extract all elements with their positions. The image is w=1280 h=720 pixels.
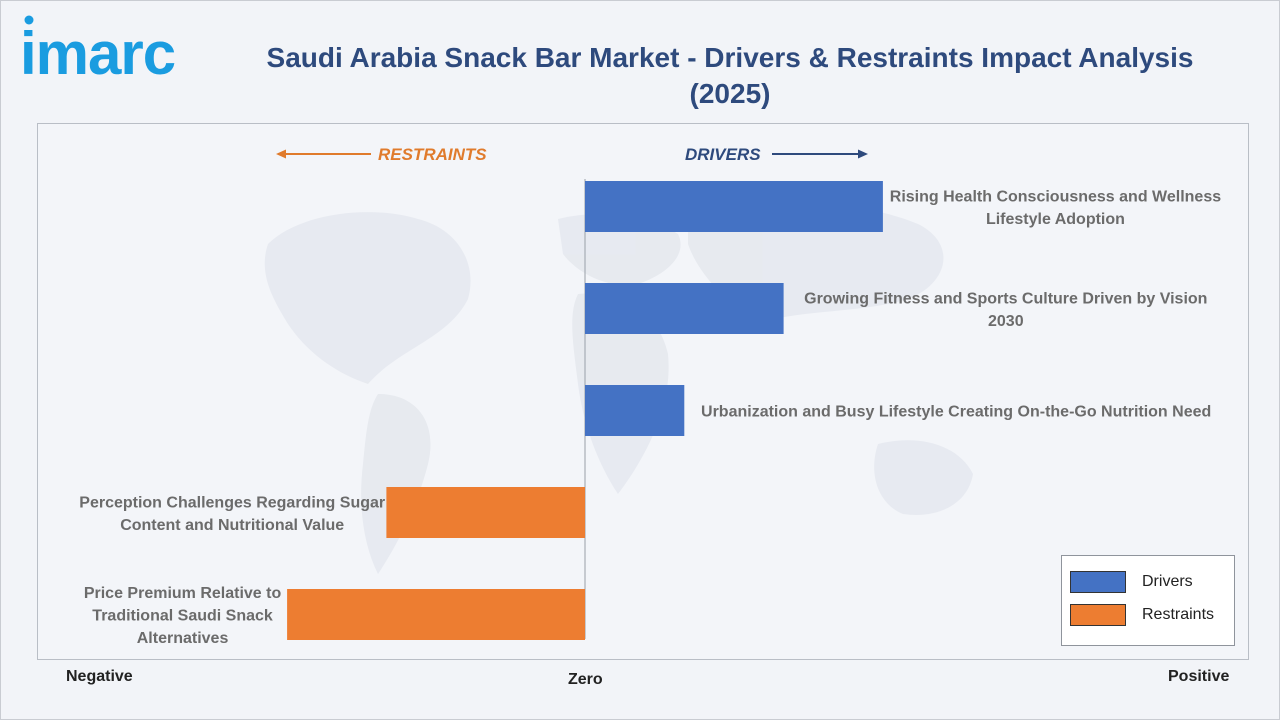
legend-swatch-drivers	[1070, 571, 1126, 593]
negative-axis-label: Negative	[66, 668, 133, 685]
positive-axis-label: Positive	[1168, 668, 1230, 685]
restraints-direction-label: RESTRAINTS	[378, 145, 487, 164]
legend-item-drivers: Drivers	[1070, 571, 1193, 593]
legend-swatch-restraints	[1070, 604, 1126, 626]
svg-text:imarc: imarc	[20, 20, 175, 84]
bar-restraint-4	[386, 487, 585, 538]
bar-label-1: Rising Health Consciousness and Wellness…	[890, 188, 1221, 228]
imarc-logo: imarc	[20, 15, 176, 84]
chart-area: RESTRAINTS DRIVERS Rising Health Conscio…	[37, 123, 1249, 660]
bar-label-4: Perception Challenges Regarding Sugar Con…	[79, 494, 385, 534]
drivers-direction-label: DRIVERS	[685, 145, 761, 164]
bar-label-3: Urbanization and Busy Lifestyle Creating…	[701, 404, 1211, 421]
zero-axis-label: Zero	[568, 671, 603, 688]
bar-label-5: Price Premium Relative to Traditional Sau…	[84, 585, 282, 647]
restraints-direction-indicator: RESTRAINTS	[276, 145, 487, 164]
bar-restraint-5	[287, 589, 585, 640]
bar-driver-2	[585, 283, 784, 334]
legend-label-restraints: Restraints	[1142, 606, 1215, 623]
impact-chart: RESTRAINTS DRIVERS Rising Health Conscio…	[79, 145, 1221, 647]
bar-driver-1	[585, 181, 883, 232]
drivers-direction-indicator: DRIVERS	[685, 145, 868, 164]
legend-label-drivers: Drivers	[1142, 573, 1193, 590]
chart-title: Saudi Arabia Snack Bar Market - Drivers …	[266, 42, 1194, 109]
legend-item-restraints: Restraints	[1070, 604, 1214, 626]
bar-driver-3	[585, 385, 685, 436]
chart-legend: Drivers Restraints	[1061, 555, 1235, 646]
bar-label-2: Growing Fitness and Sports Culture Drive…	[804, 290, 1207, 330]
